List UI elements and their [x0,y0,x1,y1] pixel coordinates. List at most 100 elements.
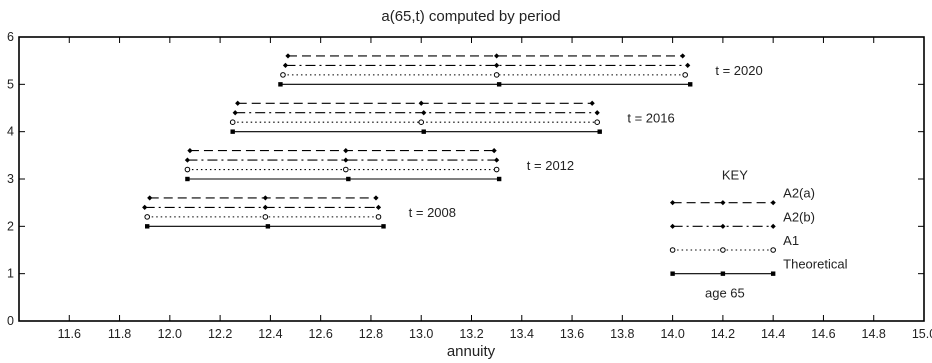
marker-high [680,53,686,59]
x-tick-label: 11.8 [108,327,131,341]
series-a1 [144,72,688,220]
chart-key: KEY A2(a) A2(b) A1 Theoretical age 65 [669,167,848,301]
key-marker-mid [720,223,726,229]
marker-mid [343,166,349,173]
key-marker-start [669,247,676,253]
y-tick-label: 5 [7,77,14,91]
x-tick-label: 12.0 [158,327,182,341]
key-marker-mid [720,271,726,276]
key-marker-mid [720,200,726,206]
key-marker-start [670,271,675,276]
x-axis-label: annuity [447,343,496,360]
period-annotations: t = 2008 t = 2012 t = 2016 t = 2020 [409,63,763,220]
x-tick-label: 14.0 [660,327,684,341]
marker-high [493,166,500,173]
marker-high [496,176,502,182]
x-tick-label: 12.4 [258,327,282,341]
x-tick-label: 13.4 [510,327,534,341]
annotation-t-2012: t = 2012 [527,158,574,173]
marker-mid [493,72,500,78]
marker-mid [418,100,424,106]
marker-low [282,62,289,68]
key-entry-a2-a: A2(a) [670,186,815,206]
x-tick-label: 13.8 [610,327,634,341]
key-label: Theoretical [783,257,847,272]
x-tick-label: 15.0 [912,327,932,341]
key-marker-start [670,200,676,206]
x-tick-label: 11.6 [58,327,81,341]
marker-low [235,100,241,106]
marker-high [594,110,600,116]
marker-low [232,110,238,116]
chart-title: a(65,t) computed by period [381,8,560,25]
marker-low [185,176,190,182]
x-tick-label: 12.8 [359,327,383,341]
marker-low [280,72,286,78]
key-label: A1 [783,233,799,248]
key-marker-start [670,223,676,229]
marker-high [589,100,595,106]
marker-low [184,166,191,173]
marker-high [594,119,600,125]
y-tick-label: 0 [7,314,14,328]
marker-low [144,214,151,220]
key-marker-mid [720,247,726,253]
marker-mid [421,110,427,116]
x-tick-label: 12.6 [308,327,332,341]
series-a2-b [142,62,691,210]
x-tick-label: 13.2 [459,327,483,341]
y-tick-label: 1 [7,267,14,281]
series-theoretical [145,82,693,229]
marker-low [285,53,291,59]
marker-high [375,204,382,210]
key-entry-theoretical: Theoretical [670,257,848,276]
key-marker-end [770,271,776,276]
marker-high [682,72,688,78]
marker-low [278,82,283,87]
x-tick-label: 12.2 [208,327,232,341]
marker-mid [343,148,349,154]
marker-high [491,148,497,154]
key-title: KEY [722,167,748,182]
annotation-t-2008: t = 2008 [409,205,456,220]
y-tick-label: 6 [7,30,14,44]
data-series [142,53,693,229]
marker-mid [262,214,269,220]
marker-low [184,157,191,163]
y-tick-label: 4 [7,125,14,139]
x-tick-label: 13.0 [409,327,433,341]
x-tick-label: 14.8 [862,327,886,341]
marker-mid [343,157,349,163]
marker-mid [494,62,500,68]
marker-mid [496,82,502,87]
x-tick-label: 14.4 [761,327,785,341]
key-marker-end [770,200,776,206]
annotation-t-2020: t = 2020 [715,63,762,78]
key-entry-a2-b: A2(b) [670,209,815,229]
key-label: A2(a) [783,186,815,201]
marker-mid [421,129,426,134]
marker-high [688,82,693,87]
key-entry-a1: A1 [669,233,799,253]
marker-high [685,62,691,68]
marker-low [142,204,148,210]
marker-low [230,129,235,134]
x-tick-label: 14.2 [711,327,735,341]
y-tick-label: 3 [7,172,14,186]
key-footer: age 65 [705,286,745,301]
key-marker-end [770,247,776,253]
axis-ticks: 11.6 11.8 12.0 12.2 12.4 12.6 12.8 13.0 13.2 13.4… [7,30,932,341]
marker-mid [418,119,425,125]
series-a2-a [147,53,686,201]
marker-mid [262,204,268,210]
marker-high [494,157,500,163]
marker-low [147,195,153,201]
key-label: A2(b) [783,209,815,224]
marker-low [145,224,150,229]
marker-low [229,119,236,125]
x-tick-label: 13.6 [560,327,584,341]
annotation-t-2016: t = 2016 [627,110,674,125]
key-marker-end [770,223,776,229]
marker-mid [346,176,351,182]
marker-mid [494,53,500,59]
